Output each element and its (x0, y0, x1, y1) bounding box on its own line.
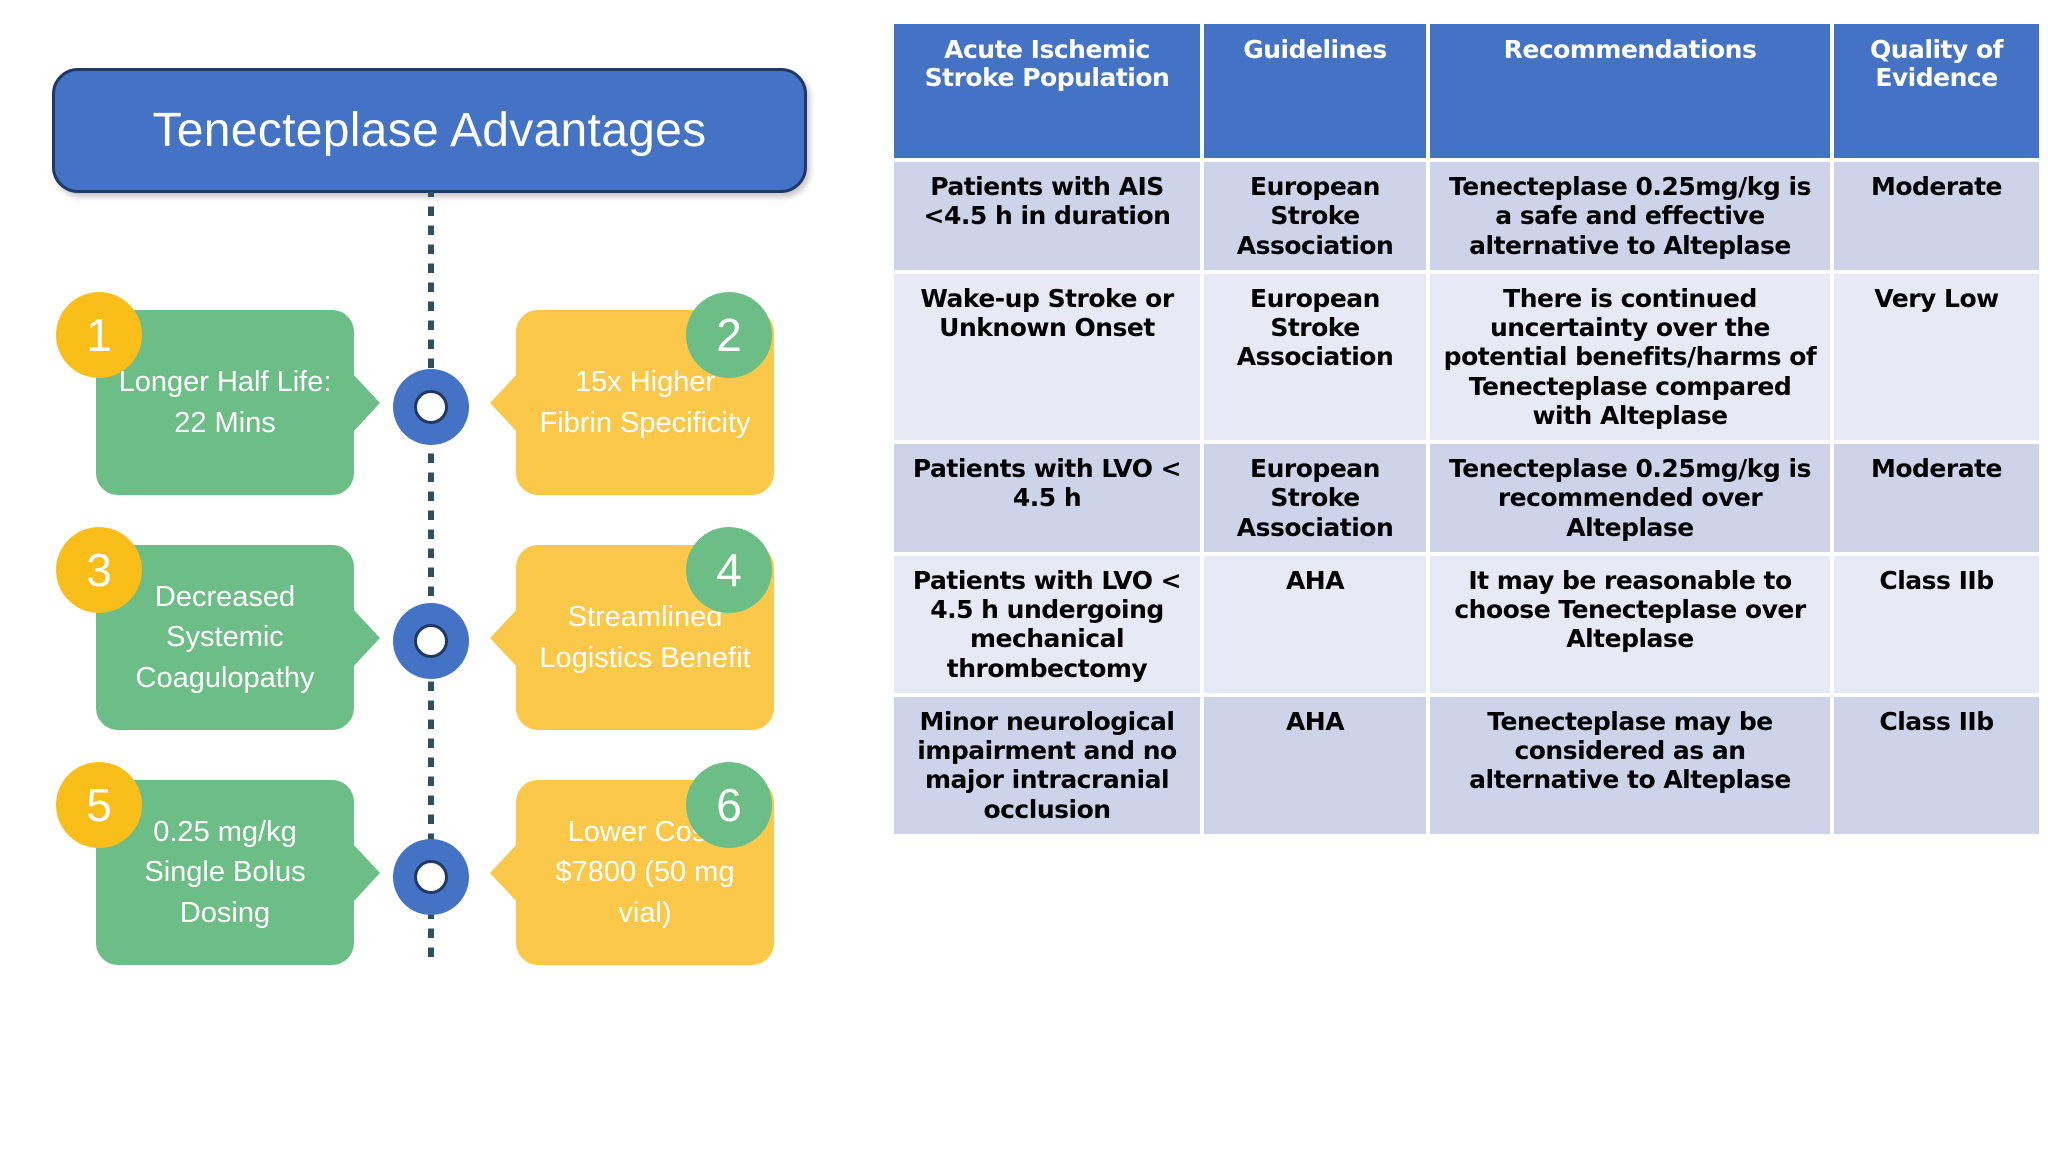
advantage-number-2: 2 (716, 309, 742, 361)
cell-quality: Very Low (1834, 273, 2039, 440)
cell-guidelines: European Stroke Association (1204, 444, 1426, 552)
table-row: Minor neurological impairment and no maj… (894, 696, 2039, 834)
table-row: Wake-up Stroke or Unknown Onset European… (894, 273, 2039, 440)
cell-population: Wake-up Stroke or Unknown Onset (894, 273, 1200, 440)
advantage-badge-5: 5 (56, 762, 142, 848)
table-row: Patients with LVO < 4.5 h undergoing mec… (894, 555, 2039, 693)
advantage-number-1: 1 (86, 309, 112, 361)
cell-guidelines: European Stroke Association (1204, 273, 1426, 440)
advantage-row-2: Decreased Systemic Coagulopathy 3 Stream… (0, 527, 880, 745)
cell-quality: Class IIb (1834, 555, 2039, 693)
hub-node-2 (393, 603, 469, 679)
cell-recommendations: Tenecteplase 0.25mg/kg is recommended ov… (1430, 444, 1830, 552)
table-row: Patients with LVO < 4.5 h European Strok… (894, 444, 2039, 552)
hub-node-3 (393, 839, 469, 915)
advantage-card-5[interactable]: 0.25 mg/kg Single Bolus Dosing (96, 780, 354, 965)
advantage-label-1: Longer Half Life: 22 Mins (118, 366, 332, 439)
cell-population: Patients with LVO < 4.5 h (894, 444, 1200, 552)
advantage-row-1: Longer Half Life: 22 Mins 1 15x Higher F… (0, 292, 880, 510)
cell-population: Patients with AIS <4.5 h in duration (894, 162, 1200, 270)
guidelines-table: Acute Ischemic Stroke Population Guideli… (890, 20, 2043, 838)
hub-node-1 (393, 369, 469, 445)
hub-core-icon (414, 860, 448, 894)
advantage-card-3[interactable]: Decreased Systemic Coagulopathy (96, 545, 354, 730)
advantage-label-3: Decreased Systemic Coagulopathy (135, 581, 315, 694)
advantage-badge-4: 4 (686, 527, 772, 613)
dotted-spine-connector (428, 192, 434, 962)
infographic-title-box: Tenecteplase Advantages (52, 68, 807, 193)
advantage-label-2: 15x Higher Fibrin Specificity (539, 366, 751, 439)
cell-recommendations: Tenecteplase 0.25mg/kg is a safe and eff… (1430, 162, 1830, 270)
cell-quality: Moderate (1834, 444, 2039, 552)
cell-guidelines: European Stroke Association (1204, 162, 1426, 270)
table-row: Patients with AIS <4.5 h in duration Eur… (894, 162, 2039, 270)
column-header-quality: Quality of Evidence (1834, 24, 2039, 158)
advantage-card-1[interactable]: Longer Half Life: 22 Mins (96, 310, 354, 495)
cell-guidelines: AHA (1204, 555, 1426, 693)
advantage-badge-6: 6 (686, 762, 772, 848)
cell-population: Minor neurological impairment and no maj… (894, 696, 1200, 834)
cell-recommendations: There is continued uncertainty over the … (1430, 273, 1830, 440)
guidelines-table-panel: Acute Ischemic Stroke Population Guideli… (890, 20, 2039, 838)
column-header-recommendations: Recommendations (1430, 24, 1830, 158)
advantage-badge-1: 1 (56, 292, 142, 378)
column-header-population: Acute Ischemic Stroke Population (894, 24, 1200, 158)
advantage-number-4: 4 (716, 544, 742, 596)
advantage-badge-2: 2 (686, 292, 772, 378)
cell-guidelines: AHA (1204, 696, 1426, 834)
advantage-badge-3: 3 (56, 527, 142, 613)
cell-population: Patients with LVO < 4.5 h undergoing mec… (894, 555, 1200, 693)
advantage-number-6: 6 (716, 779, 742, 831)
cell-quality: Moderate (1834, 162, 2039, 270)
hub-core-icon (414, 624, 448, 658)
advantage-label-4: Streamlined Logistics Benefit (539, 601, 751, 674)
hub-core-icon (414, 390, 448, 424)
cell-recommendations: Tenecteplase may be considered as an alt… (1430, 696, 1830, 834)
tenecteplase-advantages-infographic: Tenecteplase Advantages Longer Half Life… (0, 0, 880, 1152)
advantage-number-3: 3 (86, 544, 112, 596)
cell-recommendations: It may be reasonable to choose Tenectepl… (1430, 555, 1830, 693)
advantage-number-5: 5 (86, 779, 112, 831)
advantage-label-6: Lower Cost: $7800 (50 mg vial) (555, 816, 735, 929)
advantage-label-5: 0.25 mg/kg Single Bolus Dosing (144, 816, 306, 929)
table-header-row: Acute Ischemic Stroke Population Guideli… (894, 24, 2039, 158)
cell-quality: Class IIb (1834, 696, 2039, 834)
advantage-row-3: 0.25 mg/kg Single Bolus Dosing 5 Lower C… (0, 762, 880, 980)
page-title: Tenecteplase Advantages (152, 104, 707, 157)
column-header-guidelines: Guidelines (1204, 24, 1426, 158)
